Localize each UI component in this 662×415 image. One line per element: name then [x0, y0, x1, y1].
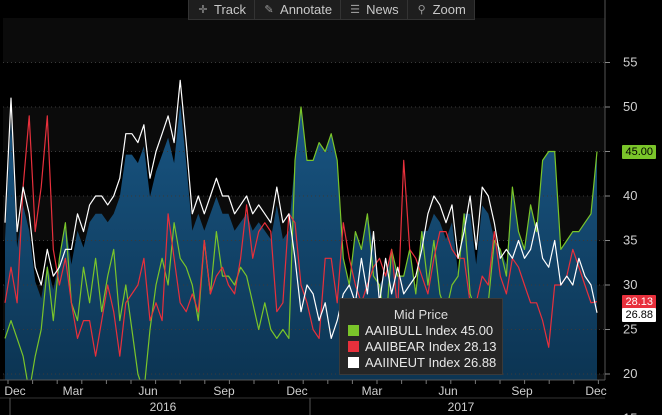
plot-band: [3, 18, 605, 63]
series-lines: [4, 79, 598, 393]
y-tick-label: 15: [623, 411, 637, 415]
magnifier-icon: ⚲: [417, 4, 426, 16]
y-axis: 152025303540455055: [604, 0, 662, 415]
neut-swatch: [348, 357, 359, 368]
crosshair-icon: ✛: [198, 4, 208, 16]
x-year-label: 2016: [150, 400, 177, 414]
x-tick-label: Mar: [362, 384, 383, 398]
annotate-label: Annotate: [280, 2, 333, 17]
legend-label-bull: AAIIBULL Index 45.00: [365, 323, 494, 338]
x-axis: Dec Mar Jun Sep Dec Mar Jun Sep Dec 2016 2017: [0, 379, 607, 415]
zoom-label: Zoom: [432, 2, 466, 17]
zoom-button[interactable]: ⚲ Zoom: [408, 0, 474, 19]
x-year-label: 2017: [448, 400, 475, 414]
x-tick-label: Dec: [585, 384, 606, 398]
legend-entry-bear: AAIIBEAR Index 28.13: [348, 339, 502, 354]
annotate-button[interactable]: ✎ Annotate: [255, 0, 342, 19]
bull-price-tag: 45.00: [622, 144, 656, 159]
y-tick-label: 50: [623, 99, 637, 114]
y-tick-label: 55: [623, 55, 637, 70]
y-axis-background: [605, 0, 662, 415]
news-icon: ☰: [350, 4, 361, 16]
x-tick-label: Dec: [286, 384, 307, 398]
y-tick-label: 35: [623, 233, 637, 248]
news-label: News: [366, 2, 399, 17]
y-tick-label: 25: [623, 322, 637, 337]
bear-swatch: [348, 341, 359, 352]
chart-toolbar: ✛ Track ✎ Annotate ☰ News ⚲ Zoom: [188, 0, 475, 20]
x-tick-label: Sep: [511, 384, 533, 398]
bear-price-tag: 28.13: [622, 294, 656, 309]
neut-price-tag: 26.88: [622, 307, 656, 322]
x-tick-label: Jun: [438, 384, 457, 398]
legend-label-neut: AAIINEUT Index 26.88: [365, 355, 497, 370]
legend-entry-bull: AAIIBULL Index 45.00: [348, 323, 502, 338]
y-tick-label: 30: [623, 277, 637, 292]
y-tick-label: 40: [623, 188, 637, 203]
y-tick-label: 20: [623, 366, 637, 381]
legend-title: Mid Price: [393, 307, 449, 322]
grid-lines: [3, 62, 605, 375]
x-tick-label: Dec: [4, 384, 25, 398]
bull-swatch: [348, 325, 359, 336]
x-tick-label: Sep: [213, 384, 235, 398]
legend-box: Mid Price AAIIBULL Index 45.00 AAIIBEAR …: [339, 298, 503, 375]
series-line-aaiineut: [4, 79, 598, 339]
news-button[interactable]: ☰ News: [341, 0, 408, 19]
series-line-aaiibear: [4, 115, 598, 357]
x-tick-label: Mar: [63, 384, 84, 398]
track-label: Track: [214, 2, 247, 17]
pencil-icon: ✎: [264, 4, 274, 16]
legend-label-bear: AAIIBEAR Index 28.13: [365, 339, 497, 354]
x-tick-label: Jun: [138, 384, 157, 398]
track-button[interactable]: ✛ Track: [189, 0, 256, 19]
legend-entry-neut: AAIINEUT Index 26.88: [348, 355, 502, 370]
